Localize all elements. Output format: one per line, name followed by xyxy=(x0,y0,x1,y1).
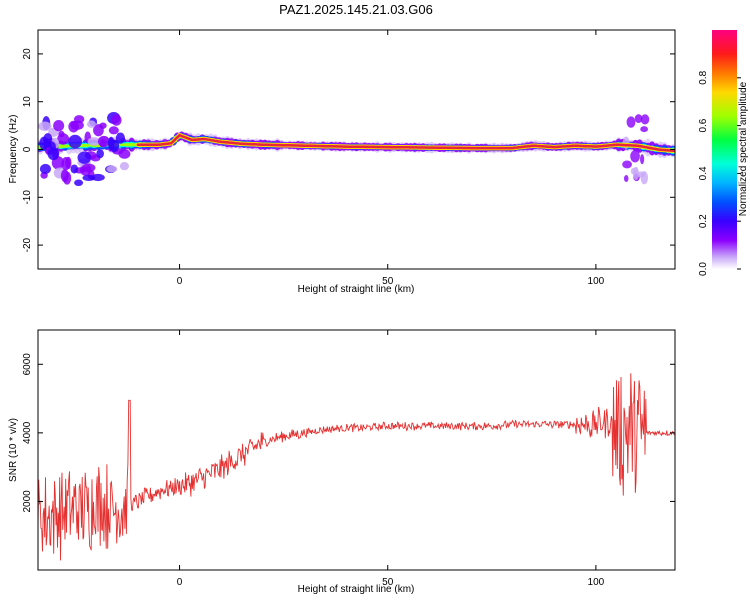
spectral-blob xyxy=(68,134,82,149)
spectral-blob xyxy=(61,157,71,171)
colorbar-label: Normalized spectral amplitude xyxy=(738,81,749,216)
spectral-blob xyxy=(633,166,639,181)
spectral-blob xyxy=(38,121,52,132)
colorbar-gradient xyxy=(712,30,737,269)
spectral-blob xyxy=(87,137,101,146)
snr-ticks: 0 50 100 2000 4000 6000 xyxy=(22,330,675,588)
spectral-blob xyxy=(97,135,110,148)
ridge-core xyxy=(136,133,675,153)
colorbar-tick-label: 0.6 xyxy=(698,118,709,132)
colorbar-tick-label: 0.0 xyxy=(698,262,709,276)
spectral-blob xyxy=(93,124,104,137)
y-tick-label: 20 xyxy=(22,48,33,60)
spectral-blob xyxy=(626,116,636,128)
snr-frame xyxy=(37,329,676,571)
colorbar-tick-label: 0.4 xyxy=(698,166,709,180)
spectral-blob xyxy=(634,114,643,124)
spectral-blob xyxy=(39,163,51,175)
spectral-blob xyxy=(622,160,632,169)
spectral-blob xyxy=(47,147,60,161)
spectral-blob xyxy=(77,151,92,164)
spectral-blob xyxy=(640,114,650,125)
colorbar: 0.0 0.2 0.4 0.6 0.8 Normalized spectral ampl… xyxy=(698,30,749,276)
spectral-blob xyxy=(106,165,118,173)
spectral-blob xyxy=(623,175,629,183)
spectral-blob xyxy=(119,161,129,171)
spectral-blob xyxy=(108,126,119,135)
y-tick-label: -20 xyxy=(22,237,33,252)
spectrogram-heatmap xyxy=(38,112,675,187)
spectrogram-panel: 0 50 100 -20 -10 0 10 20 Height of straight lin… xyxy=(8,29,676,295)
colorbar-ticks: 0.0 0.2 0.4 0.6 0.8 xyxy=(698,70,741,276)
spectral-blob xyxy=(57,133,70,145)
spectral-blob xyxy=(115,132,126,144)
spectral-blob xyxy=(60,169,69,183)
spectral-blob xyxy=(630,150,640,163)
x-tick-label: 50 xyxy=(382,276,394,287)
y-tick-label: 2000 xyxy=(22,490,33,513)
y-tick-label: 4000 xyxy=(22,421,33,444)
spectral-blob xyxy=(640,126,649,133)
spectral-blob xyxy=(118,149,131,159)
y-tick-label: 0 xyxy=(22,146,33,152)
spectrogram-ylabel: Frequency (Hz) xyxy=(8,115,19,184)
spectral-blob xyxy=(74,179,84,187)
spectrogram-ticks: 0 50 100 -20 -10 0 10 20 xyxy=(22,30,675,287)
x-tick-label: 0 xyxy=(177,577,183,588)
spectrogram-xlabel: Height of straight line (km) xyxy=(298,284,415,295)
x-tick-label: 0 xyxy=(177,276,183,287)
spectral-blob xyxy=(70,164,79,174)
spectral-blob xyxy=(640,154,645,165)
spectral-blob xyxy=(637,171,646,178)
spectral-blob xyxy=(81,163,96,173)
spectral-blob xyxy=(91,173,105,182)
snr-line xyxy=(38,373,675,561)
snr-plot-area xyxy=(38,373,675,561)
spectral-blob xyxy=(109,139,120,153)
spectral-blob xyxy=(111,114,122,126)
y-tick-label: 10 xyxy=(22,96,33,108)
chart-title: PAZ1.2025.145.21.03.G06 xyxy=(279,2,433,17)
colorbar-tick-label: 0.8 xyxy=(698,70,709,84)
spectral-blob xyxy=(96,149,104,159)
colorbar-tick-label: 0.2 xyxy=(698,214,709,228)
snr-panel: 0 50 100 2000 4000 6000 Height of straight li… xyxy=(8,329,676,595)
spectral-blob xyxy=(70,120,84,131)
x-tick-label: 100 xyxy=(588,577,605,588)
snr-xlabel: Height of straight line (km) xyxy=(298,584,415,595)
snr-ylabel: SNR (10 * v/v) xyxy=(8,418,19,482)
x-tick-label: 50 xyxy=(382,577,394,588)
x-tick-label: 100 xyxy=(588,276,605,287)
spectral-blob xyxy=(86,120,96,128)
spectral-blob xyxy=(53,119,65,132)
y-tick-label: -10 xyxy=(22,190,33,205)
y-tick-label: 6000 xyxy=(22,353,33,376)
